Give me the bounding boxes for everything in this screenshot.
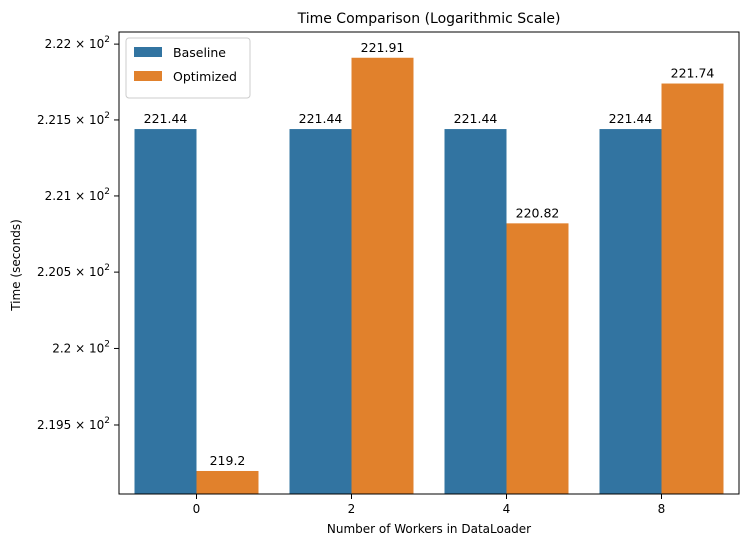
bar-optimized-8 [661, 83, 724, 494]
legend: Baseline Optimized [125, 37, 251, 99]
legend-swatch-optimized [134, 71, 162, 81]
data-label-baseline-2: 221.44 [299, 111, 343, 126]
x-tick-label-0: 0 [193, 502, 201, 516]
bar-optimized-0 [196, 470, 259, 494]
bar-optimized-4 [506, 223, 569, 494]
x-tick-label-4: 4 [503, 502, 511, 516]
y-tick-label-2.205: 2.205 × 102 [37, 263, 110, 279]
plot-frame [118, 31, 740, 495]
y-tick-label-2.215: 2.215 × 102 [37, 111, 110, 127]
data-label-baseline-4: 221.44 [454, 111, 498, 126]
y-tick-label-2.2: 2.2 × 102 [52, 339, 110, 355]
chart-title: Time Comparison (Logarithmic Scale) [297, 11, 561, 27]
y-tick-label-2.22: 2.22 × 102 [45, 35, 110, 51]
x-tick-label-2: 2 [348, 502, 356, 516]
y-axis-label: Time (seconds) [9, 219, 23, 312]
bar-baseline-4 [444, 129, 507, 494]
data-label-optimized-4: 220.82 [516, 205, 560, 220]
x-tick-label-8: 8 [658, 502, 666, 516]
y-tick-label-2.21: 2.21 × 102 [45, 187, 110, 203]
data-label-optimized-8: 221.74 [671, 66, 715, 81]
legend-label-baseline: Baseline [173, 45, 226, 60]
bar-baseline-0 [134, 129, 197, 494]
data-label-baseline-0: 221.44 [144, 111, 188, 126]
axes-layer: 0 2 4 8 2.195 × 102 2.2 × 102 2.205 × 102 2.21 … [37, 31, 740, 516]
bar-baseline-2 [289, 129, 352, 494]
legend-label-optimized: Optimized [173, 69, 237, 84]
x-axis-label: Number of Workers in DataLoader [327, 522, 531, 536]
bar-baseline-8 [599, 129, 662, 494]
data-label-optimized-2: 221.91 [361, 40, 405, 55]
data-labels-layer: 221.44 219.2 221.44 221.91 221.44 220.82 221.4… [144, 40, 715, 468]
bar-optimized-2 [351, 57, 414, 494]
data-label-baseline-8: 221.44 [609, 111, 653, 126]
y-tick-label-2.195: 2.195 × 102 [37, 416, 110, 432]
bars-layer [134, 57, 724, 494]
legend-swatch-baseline [134, 47, 162, 57]
data-label-optimized-0: 219.2 [210, 453, 246, 468]
